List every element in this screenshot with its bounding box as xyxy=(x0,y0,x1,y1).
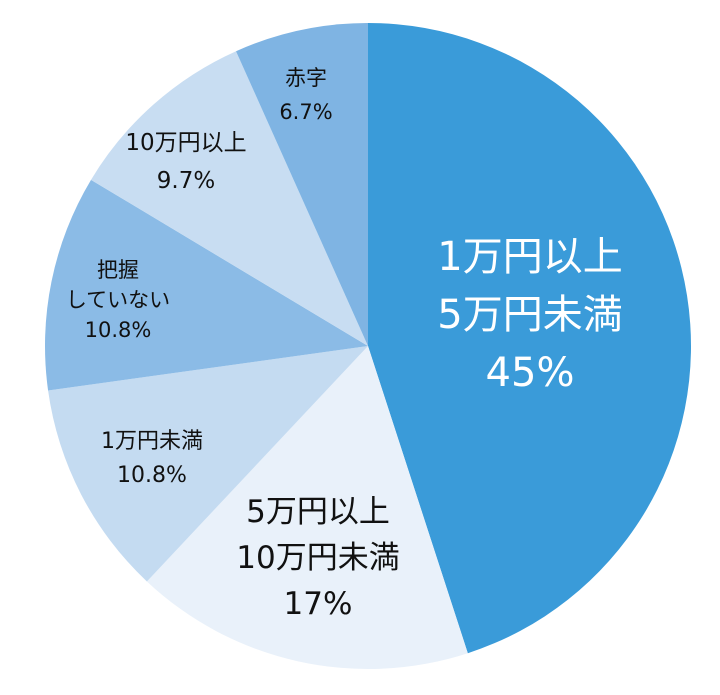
slice-label-line: していない xyxy=(66,288,170,312)
slice-label: 10万円以上 9.7% xyxy=(125,130,246,194)
slice-label-line: 赤字 xyxy=(285,66,327,90)
slice-label-line: 10.8% xyxy=(85,318,152,342)
slice-label-line: 6.7% xyxy=(279,100,332,124)
slice-label-line: 5万円以上 xyxy=(246,494,390,530)
pie-slice xyxy=(146,346,468,670)
pie-slice xyxy=(91,51,368,346)
slice-label: 把握していない 10.8% xyxy=(66,258,170,342)
slice-label-line: 把握 xyxy=(97,258,139,282)
slice-label-line: 9.7% xyxy=(157,168,215,194)
slice-label-line: 17% xyxy=(284,586,353,622)
slice-label: 5万円以上 10万円未満 17% xyxy=(236,494,399,622)
slice-label-line: 45% xyxy=(486,350,575,396)
slice-label-line: 1万円未満 xyxy=(101,429,203,454)
slice-label-line: 1万円以上 xyxy=(437,234,622,280)
slice-label-line: 10万円以上 xyxy=(125,130,246,156)
pie-slice xyxy=(44,179,368,391)
slice-label: 赤字 6.7% xyxy=(279,66,332,124)
slice-label-line: 10万円未満 xyxy=(236,540,399,576)
slice-label-line: 10.8% xyxy=(117,463,187,488)
pie-slice xyxy=(236,22,368,346)
slice-label-line: 5万円未満 xyxy=(437,292,622,338)
pie-slice xyxy=(48,346,368,582)
slice-label: 1万円以上 5万円未満 45% xyxy=(437,234,622,396)
slice-label: 1万円未満 10.8% xyxy=(101,429,203,488)
pie-slice xyxy=(368,23,691,654)
